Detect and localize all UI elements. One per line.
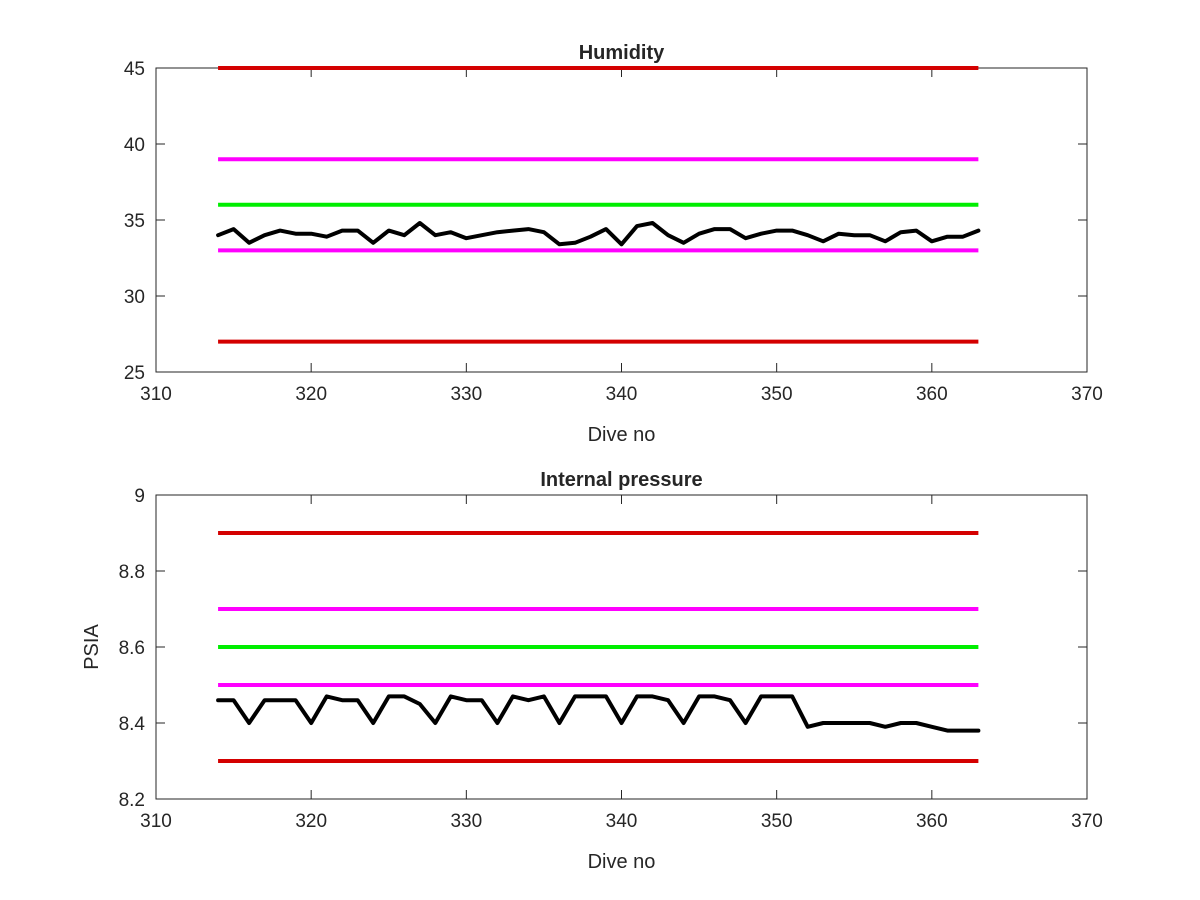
y-tick-label: 8.2 — [119, 790, 145, 811]
x-tick-label: 350 — [761, 811, 793, 832]
x-tick-label: 350 — [761, 384, 793, 405]
x-tick-label: 310 — [140, 811, 172, 832]
x-tick-label: 370 — [1071, 811, 1103, 832]
axes-box — [155, 67, 1088, 373]
data-series-line — [216, 694, 981, 733]
x-tick-label: 340 — [606, 384, 638, 405]
x-tick-label: 310 — [140, 384, 172, 405]
y-tick-label: 8.6 — [119, 638, 145, 659]
chart-title: Internal pressure — [540, 469, 702, 491]
y-tick-label: 25 — [124, 363, 145, 384]
data-series-line — [216, 221, 981, 247]
x-tick-label: 330 — [450, 384, 482, 405]
y-axis-label: PSIA — [81, 624, 103, 670]
chart-title: Humidity — [579, 42, 665, 64]
y-tick-label: 35 — [124, 211, 145, 232]
x-tick-label: 320 — [295, 811, 327, 832]
y-tick-label: 45 — [124, 59, 145, 80]
y-tick-label: 8.4 — [119, 714, 146, 735]
x-tick-label: 370 — [1071, 384, 1103, 405]
humidity-subplot: 310 320 330 340 350 360 370 25 30 35 40 45 Humidity D… — [124, 42, 1103, 446]
y-tick-label: 9 — [134, 486, 145, 507]
x-axis-label: Dive no — [588, 424, 656, 446]
internal-pressure-subplot: 310 320 330 340 350 360 370 8.2 8.4 8.6 8.8 9 Intern… — [81, 469, 1103, 873]
x-tick-label: 360 — [916, 384, 948, 405]
x-tick-label: 330 — [450, 811, 482, 832]
x-axis-label: Dive no — [588, 851, 656, 873]
y-tick-label: 8.8 — [119, 562, 145, 583]
x-tick-label: 340 — [606, 811, 638, 832]
y-tick-label: 30 — [124, 287, 145, 308]
x-tick-label: 360 — [916, 811, 948, 832]
y-tick-label: 40 — [124, 135, 145, 156]
x-tick-label: 320 — [295, 384, 327, 405]
